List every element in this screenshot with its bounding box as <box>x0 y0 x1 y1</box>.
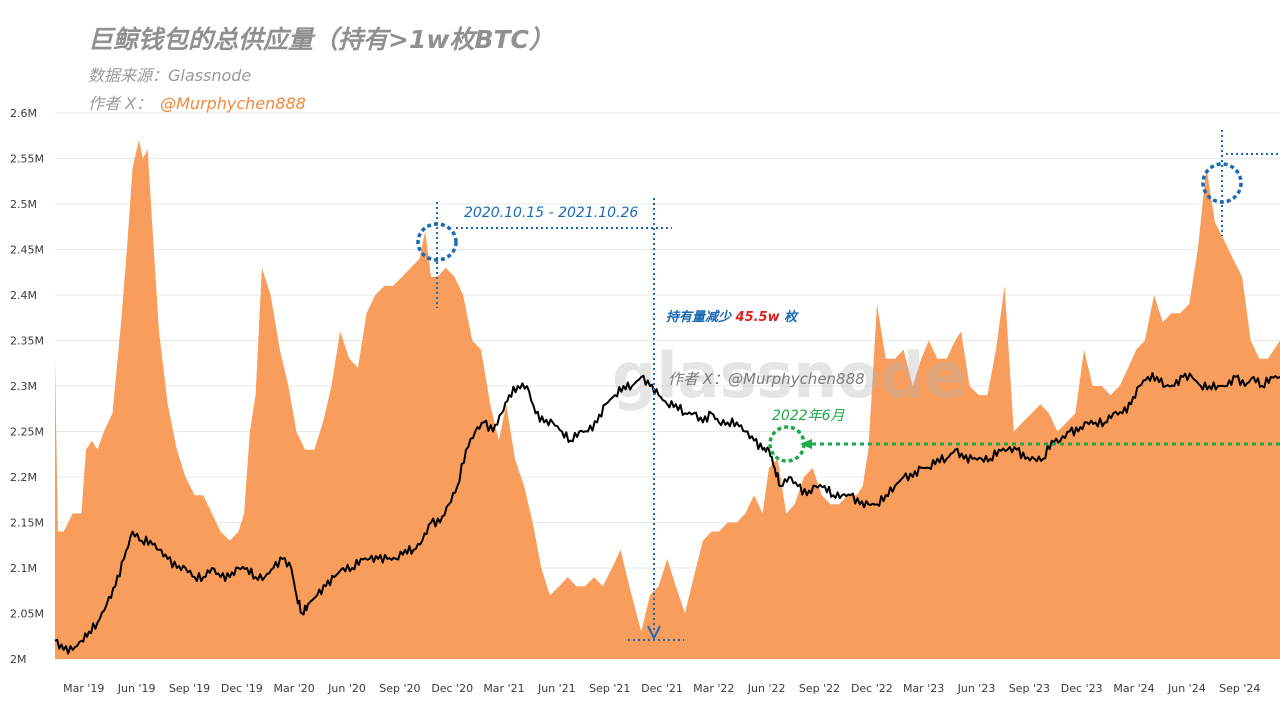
x-tick-label: Mar '24 <box>1113 682 1154 695</box>
y-tick-label: 2.45M <box>10 244 44 257</box>
y-tick-label: 2.05M <box>10 608 44 621</box>
x-tick-label: Mar '21 <box>483 682 524 695</box>
btc-price-line <box>54 372 1280 655</box>
x-tick-label: Dec '22 <box>851 682 893 695</box>
reduction-suffix: 枚 <box>780 309 800 325</box>
data-source: 数据来源：Glassnode <box>88 66 252 85</box>
author-line: 作者 X： @Murphychen888 <box>88 90 306 114</box>
x-tick-label: Dec '21 <box>641 682 683 695</box>
x-tick-label: Sep '19 <box>169 682 210 695</box>
x-tick-label: Jun '22 <box>747 682 786 695</box>
date-range-label: 2020.10.15 - 2021.10.26 <box>464 205 638 221</box>
x-tick-label: Mar '23 <box>903 682 944 695</box>
annotations: 2020.10.15 - 2021.10.26 持有量减少 45.5w 枚 作者… <box>416 130 1280 641</box>
x-tick-label: Sep '21 <box>589 682 630 695</box>
y-tick-label: 2.4M <box>10 289 37 302</box>
x-tick-label: Sep '23 <box>1009 682 1050 695</box>
y-tick-label: 2M <box>10 653 27 666</box>
y-tick-label: 2.15M <box>10 517 44 530</box>
y-tick-label: 2.2M <box>10 471 37 484</box>
x-tick-label: Dec '23 <box>1061 682 1103 695</box>
reduction-prefix: 持有量减少 <box>666 309 736 325</box>
whale-supply-area <box>55 140 1280 660</box>
x-tick-label: Jun '21 <box>537 682 576 695</box>
x-tick-label: Sep '20 <box>379 682 420 695</box>
x-tick-label: Mar '20 <box>273 682 314 695</box>
y-tick-label: 2.1M <box>10 562 37 575</box>
author-handle: @Murphychen888 <box>160 94 306 113</box>
glassnode-watermark: glassnode <box>612 339 966 412</box>
chart-title: 巨鲸钱包的总供应量（持有>1w枚BTC） <box>88 25 554 54</box>
x-tick-label: Mar '22 <box>693 682 734 695</box>
june-2022-circle <box>768 425 806 463</box>
x-tick-label: Sep '24 <box>1219 682 1260 695</box>
y-tick-label: 2.55M <box>10 153 44 166</box>
y-tick-label: 2.3M <box>10 380 37 393</box>
y-tick-label: 2.6M <box>10 107 37 120</box>
author-watermark: 作者 X：@Murphychen888 <box>668 370 865 388</box>
x-tick-label: Jun '24 <box>1167 682 1206 695</box>
y-tick-label: 2.35M <box>10 335 44 348</box>
x-tick-label: Jun '23 <box>957 682 996 695</box>
y-tick-label: 2.5M <box>10 198 37 211</box>
reduction-label: 持有量减少 45.5w 枚 <box>666 309 799 325</box>
june-2022-arrow-head <box>800 439 812 449</box>
x-axis-ticks: Mar '19 Jun '19 Sep '19 Dec '19 Mar '20 Jun '… <box>63 682 1260 695</box>
x-tick-label: Sep '22 <box>799 682 840 695</box>
x-tick-label: Jun '19 <box>117 682 156 695</box>
reduction-value: 45.5w <box>735 310 781 325</box>
june-2022-label: 2022年6月 <box>772 408 846 424</box>
y-tick-label: 2.25M <box>10 426 44 439</box>
x-tick-label: Dec '19 <box>221 682 263 695</box>
decline-arrow-head <box>647 625 661 641</box>
author-prefix: 作者 X： <box>88 94 153 113</box>
x-tick-label: Mar '19 <box>63 682 104 695</box>
x-tick-label: Jun '20 <box>327 682 366 695</box>
x-tick-label: Dec '20 <box>431 682 473 695</box>
y-axis-ticks: 2.6M 2.55M 2.5M 2.45M 2.4M 2.35M 2.3M 2.25M 2.2M… <box>10 107 44 666</box>
